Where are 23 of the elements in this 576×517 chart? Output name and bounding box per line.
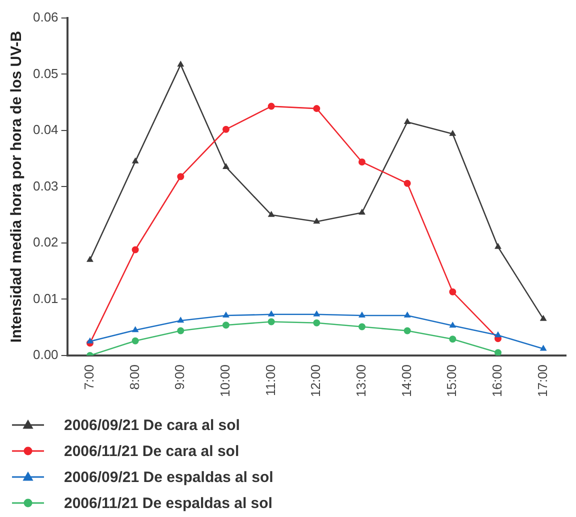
x-tick-label: 15:00 — [444, 364, 460, 398]
x-tick-label: 17:00 — [534, 364, 550, 398]
legend-label: 2006/11/21 De espaldas al sol — [64, 494, 272, 512]
x-tick-label: 7:00 — [82, 364, 97, 390]
x-tick-label: 12:00 — [308, 364, 324, 398]
y-tick-label: 0.03 — [32, 178, 58, 194]
y-tick-label: 0.01 — [32, 290, 58, 306]
x-tick-label: 8:00 — [126, 364, 142, 390]
legend-label: 2006/11/21 De cara al sol — [64, 442, 240, 460]
y-axis-title: Intensidad media hora por hora de los UV-B — [8, 30, 26, 343]
y-tick-label: 0.04 — [32, 122, 58, 138]
legend-label: 2006/09/21 De cara al sol — [64, 416, 240, 434]
y-tick-label: 0.00 — [32, 347, 58, 362]
y-tick-label: 0.02 — [32, 234, 58, 250]
x-tick-label: 16:00 — [490, 364, 505, 398]
y-tick-label: 0.06 — [32, 10, 58, 25]
x-tick-label: 11:00 — [262, 364, 278, 396]
y-tick-label: 0.05 — [32, 66, 58, 81]
x-tick-label: 10:00 — [218, 364, 233, 398]
legend-label: 2006/09/21 De espaldas al sol — [64, 468, 274, 486]
x-tick-label: 14:00 — [398, 364, 414, 398]
x-tick-label: 13:00 — [354, 364, 369, 398]
x-tick-label: 9:00 — [172, 364, 188, 390]
